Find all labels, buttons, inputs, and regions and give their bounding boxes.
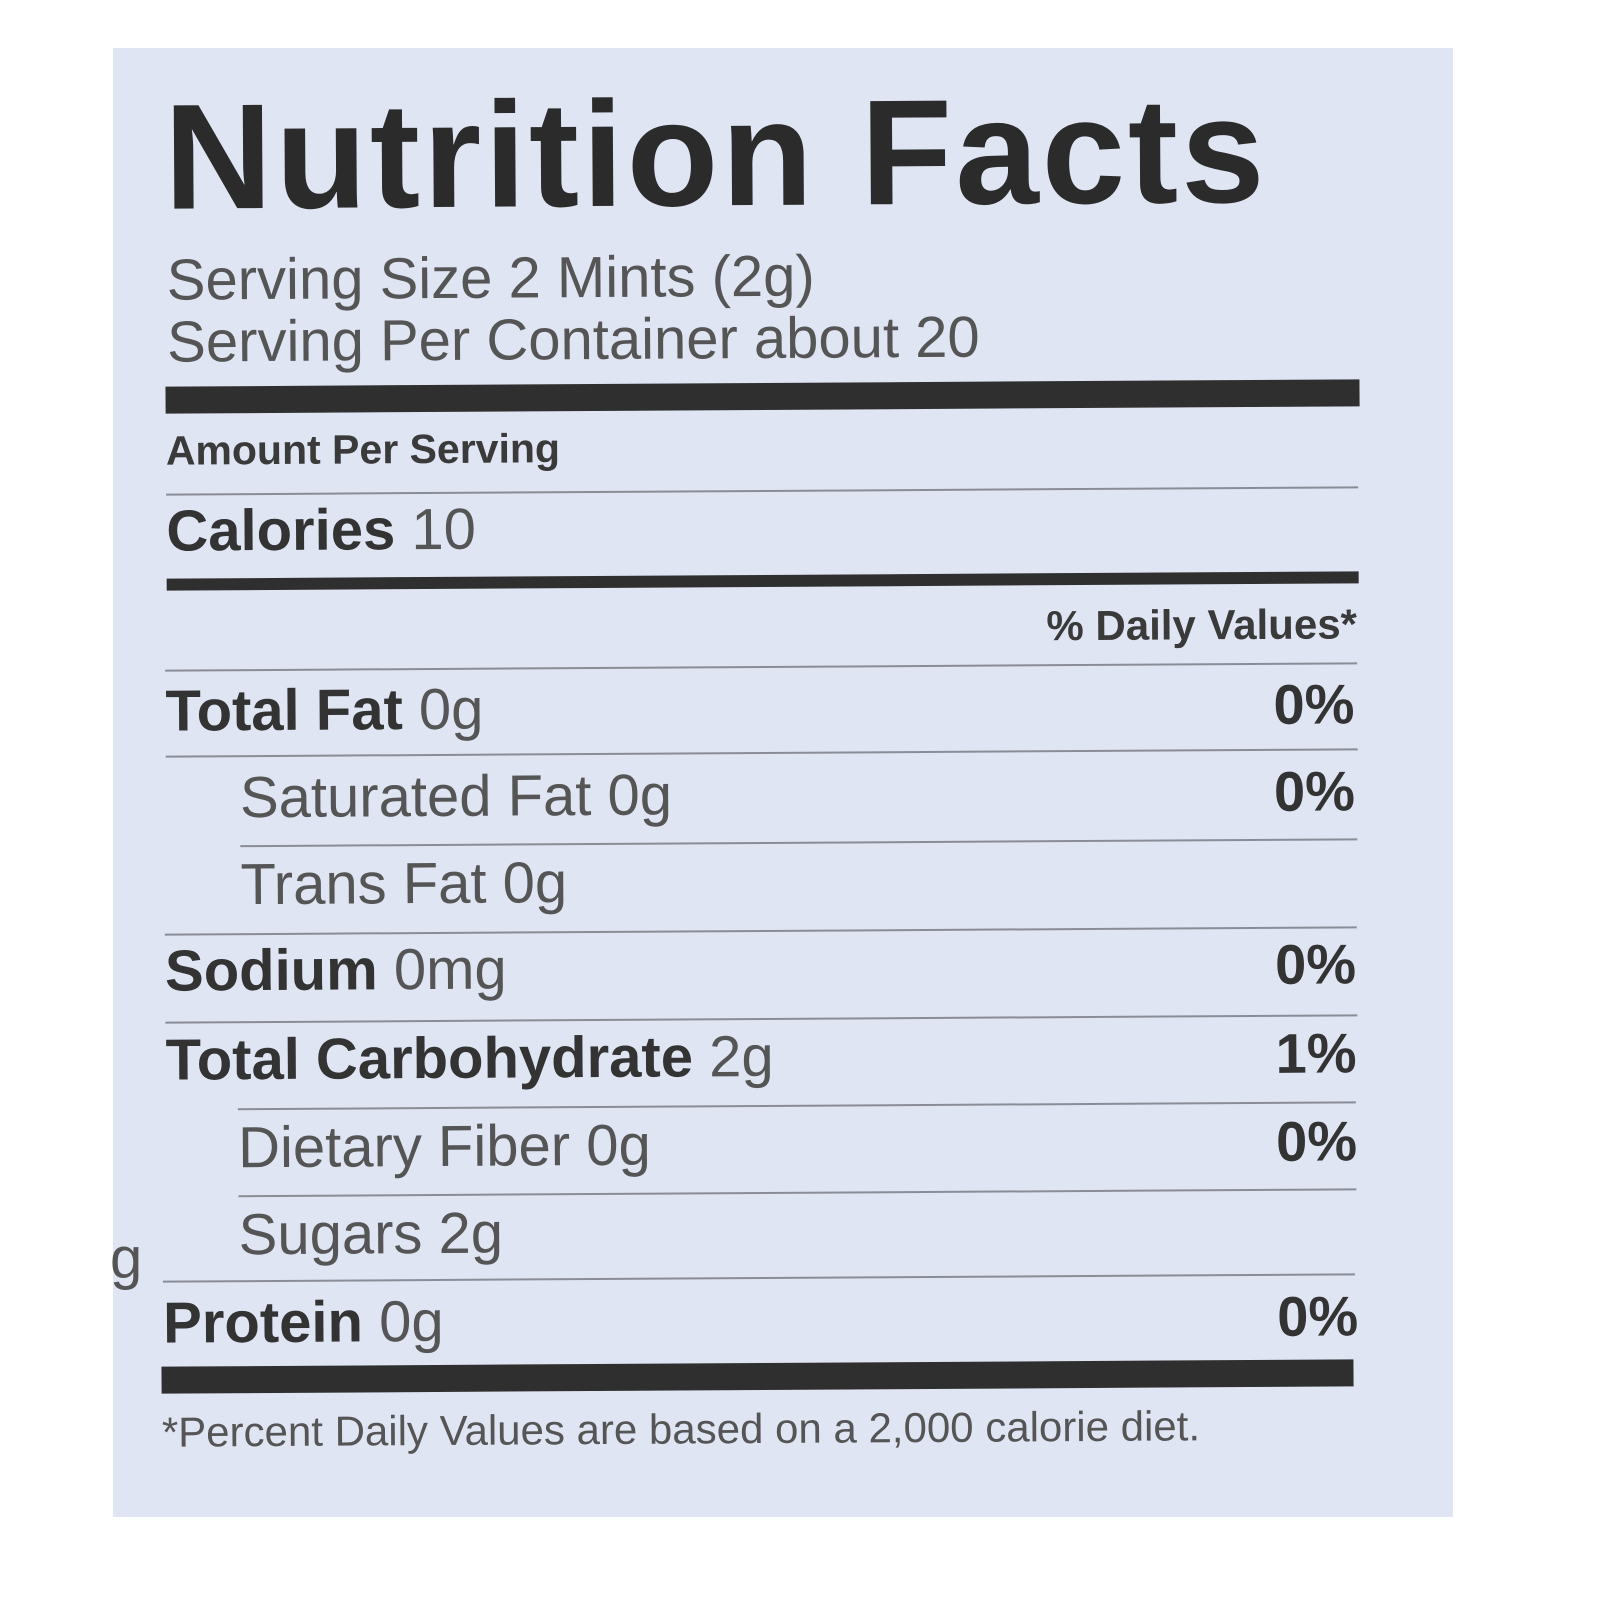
nutrient-amount: 0g [607,762,673,828]
nutrient-dv: 0% [1275,1109,1358,1173]
nutrient-row-sodium: Sodium 0mg 0% [1,932,1600,1004]
divider [165,748,1358,758]
label-background [113,48,1453,1517]
divider [238,1188,1357,1198]
calories-value: 10 [411,496,477,563]
medium-divider [166,571,1359,591]
footnote: *Percent Daily Values are based on a 2,0… [161,1402,1201,1456]
nutrient-amount: 0g [586,1112,651,1179]
serving-size: Serving Size 2 Mints (2g) [166,243,815,313]
label-title: Nutrition Facts [163,65,1268,241]
nutrient-name: Sodium [164,937,378,1004]
nutrient-dv: 0% [1274,932,1357,996]
nutrient-amount: 0g [378,1288,444,1355]
calories-row: Calories 10 [0,493,1599,564]
calories-label: Calories [166,497,396,564]
thick-divider [165,379,1360,414]
nutrient-amount: 2g [438,1200,504,1266]
nutrient-row-total-carbohydrate: Total Carbohydrate 2g 1% [1,1021,1600,1093]
daily-values-header: % Daily Values* [1046,600,1358,650]
nutrient-row-trans-fat: Trans Fat 0g [0,847,1600,917]
nutrient-row-total-fat: Total Fat 0g 0% [0,672,1600,744]
nutrient-name: Dietary Fiber [237,1113,571,1181]
nutrient-name: Total Fat [165,677,403,744]
divider [165,1014,1358,1024]
servings-per-container: Serving Per Container about 20 [166,304,980,375]
nutrient-row-sugars: Sugars 2g [2,1197,1600,1268]
nutrient-name: Total Carbohydrate [165,1024,694,1093]
nutrient-amount: 0g [418,676,484,743]
adjacent-panel-fragment: g [110,1226,143,1291]
divider [165,662,1358,672]
nutrient-amount: 2g [708,1023,774,1090]
nutrient-dv: 0% [1273,759,1356,823]
nutrient-row-saturated-fat: Saturated Fat 0g 0% [0,759,1600,831]
nutrient-dv: 0% [1277,1284,1359,1348]
thick-divider [161,1359,1354,1394]
nutrient-amount: 0mg [393,936,507,1003]
nutrient-dv: 1% [1275,1021,1357,1085]
divider [237,1101,1356,1111]
nutrient-row-protein: Protein 0g 0% [3,1284,1600,1356]
nutrient-amount: 0g [502,850,568,916]
divider [240,838,1358,848]
nutrient-name: Trans Fat [240,850,487,918]
divider [164,926,1357,936]
nutrient-name: Sugars [238,1201,423,1268]
amount-per-serving: Amount Per Serving [165,425,561,474]
nutrient-name: Protein [162,1289,364,1356]
nutrient-name: Saturated Fat [239,763,592,831]
divider [162,1273,1355,1283]
nutrient-dv: 0% [1273,672,1355,736]
nutrient-row-dietary-fiber: Dietary Fiber 0g 0% [2,1109,1600,1181]
divider [166,486,1359,496]
